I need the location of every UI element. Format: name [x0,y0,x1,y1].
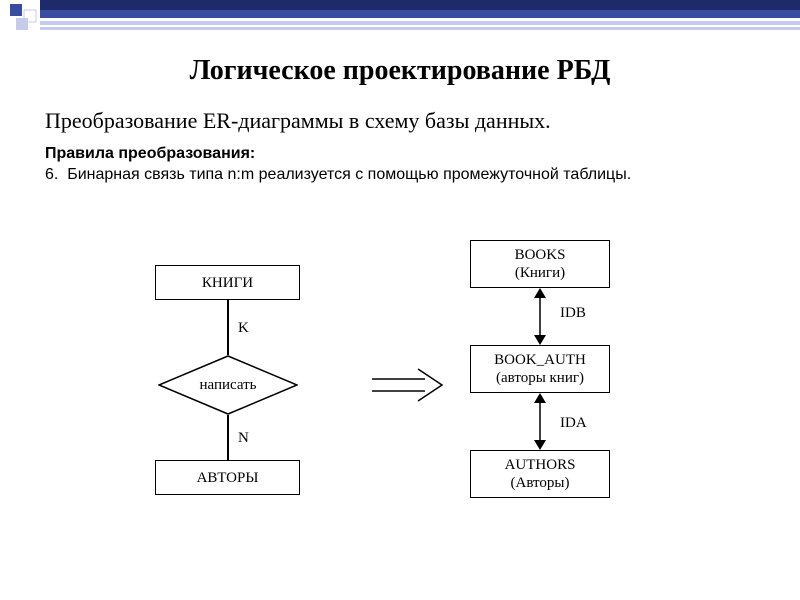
schema-table-books: BOOKS (Книги) [470,240,610,288]
rule-item: 6. Бинарная связь типа n:m реализуется с… [45,165,765,186]
schema-books-line1: BOOKS [515,246,566,264]
er-card-bottom: N [238,430,249,447]
subtitle: Преобразование ER-диаграммы в схему базы… [45,108,551,134]
header-stripe [0,0,800,38]
er-line-top [227,300,229,355]
schema-fk-idb: IDB [560,305,586,322]
schema-link-ida [530,393,550,450]
er-relation-label: написать [199,377,256,394]
er-entity-authors: АВТОРЫ [155,460,300,495]
rules-heading: Правила преобразования: [45,145,255,163]
schema-table-authors: AUTHORS (Авторы) [470,450,610,498]
schema-authors-line2: (Авторы) [511,474,570,492]
er-entity-books-label: КНИГИ [202,274,253,292]
page-title: Логическое проектирование РБД [0,55,800,87]
er-entity-authors-label: АВТОРЫ [197,469,259,487]
schema-fk-ida: IDA [560,415,587,432]
er-relation-diamond: написать [158,355,298,415]
rule-body: Бинарная связь типа n:m реализуется с по… [67,166,631,183]
schema-books-line2: (Книги) [515,264,565,282]
er-card-top: K [238,320,249,337]
schema-bookauth-line1: BOOK_AUTH [494,351,586,369]
schema-authors-line1: AUTHORS [505,456,576,474]
schema-link-idb [530,288,550,345]
rule-number: 6. [45,166,58,183]
schema-table-bookauth: BOOK_AUTH (авторы книг) [470,345,610,393]
er-line-bottom [227,415,229,460]
schema-bookauth-line2: (авторы книг) [496,369,584,387]
transform-arrow-icon [370,365,450,405]
er-entity-books: КНИГИ [155,265,300,300]
diagram-area: КНИГИ K написать N АВТОРЫ BOOKS (Книги) … [0,225,800,565]
